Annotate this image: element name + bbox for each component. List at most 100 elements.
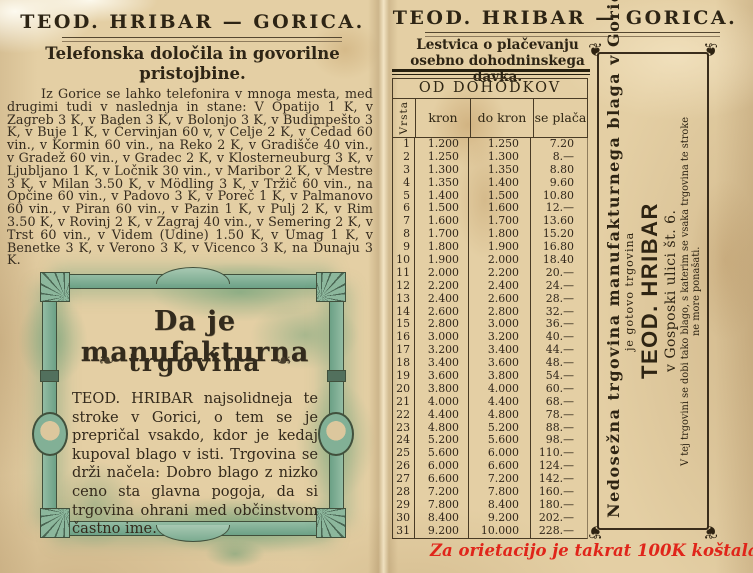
table-cell: 88.— bbox=[545, 420, 574, 434]
table-cell: 27 bbox=[393, 472, 415, 487]
table-row: 6 1.500 1.600 12.— bbox=[393, 202, 587, 216]
table-cell: 6 bbox=[393, 202, 415, 216]
table-cell: 4.800 bbox=[469, 408, 531, 422]
frame-block-ornament bbox=[327, 370, 346, 382]
table-cell: 2.200 bbox=[469, 266, 531, 280]
frame-corner-ornament bbox=[316, 272, 346, 302]
table-cell: 8 bbox=[393, 227, 415, 242]
table-row: 18 3.400 3.600 48.— bbox=[393, 356, 587, 371]
table-cell: 3.000 bbox=[469, 318, 531, 332]
table-cell: 6.600 bbox=[415, 472, 469, 487]
table-cell: 1.700 bbox=[415, 227, 469, 242]
table-cell: 7.800 bbox=[415, 498, 469, 512]
table-cell: 18 bbox=[393, 356, 415, 371]
table-cell: 20.— bbox=[545, 265, 574, 279]
frame-bar-right bbox=[329, 292, 344, 518]
table-cell: 2.000 bbox=[415, 266, 469, 280]
table-cell: 2.000 bbox=[469, 253, 531, 267]
table-cell: 7.800 bbox=[469, 485, 531, 499]
table-row: 12 2.200 2.400 24.— bbox=[393, 279, 587, 293]
ad-body-text: TEOD. HRIBAR najsolidneja te stroke v Go… bbox=[72, 390, 318, 538]
tax-scale-title-line1: Lestvica o plačevanju bbox=[416, 37, 579, 53]
table-cell: 9.200 bbox=[469, 511, 531, 525]
table-cell: 16 bbox=[393, 330, 415, 345]
table-cell: 40.— bbox=[545, 330, 574, 344]
table-cell: 1.600 bbox=[415, 214, 469, 229]
floral-corner-icon: ❦ bbox=[588, 521, 604, 542]
vertical-ad-line2: je gotovo trgovina bbox=[623, 231, 637, 351]
table-cell: 11 bbox=[393, 266, 415, 280]
table-row: 13 2.400 2.600 28.— bbox=[393, 291, 587, 306]
table-row: 9 1.800 1.900 16.80 bbox=[393, 240, 587, 255]
table-cell: 15.20 bbox=[542, 227, 574, 241]
column-header-kron: kron bbox=[416, 99, 471, 137]
table-cell: 10 bbox=[393, 253, 415, 267]
table-cell: 18.40 bbox=[542, 253, 574, 267]
table-cell: 1.800 bbox=[415, 240, 469, 255]
table-cell: 8.— bbox=[552, 149, 574, 163]
table-cell: 13 bbox=[393, 292, 415, 306]
table-cell: 28.— bbox=[545, 291, 574, 305]
table-cell: 110.— bbox=[538, 446, 574, 460]
frame-block-ornament bbox=[40, 370, 59, 382]
table-cell: 4 bbox=[393, 176, 415, 190]
table-row: 27 6.600 7.200 142.— bbox=[393, 472, 587, 487]
table-cell: 228.— bbox=[538, 523, 574, 537]
frame-arch-ornament bbox=[156, 267, 230, 284]
table-cell: 5 bbox=[393, 189, 415, 203]
table-cell: 2.400 bbox=[415, 292, 469, 306]
table-cell: 1.350 bbox=[469, 163, 531, 177]
red-annotation: Za orietacijo je takrat 100K koštala kra… bbox=[430, 541, 753, 560]
table-cell: 2.400 bbox=[469, 279, 531, 293]
table-cell: 4.400 bbox=[469, 395, 531, 409]
table-cell: 142.— bbox=[538, 472, 574, 486]
table-cell: 7 bbox=[393, 214, 415, 229]
floral-corner-icon: ❦ bbox=[702, 40, 718, 61]
header-rule bbox=[62, 37, 342, 42]
flourish-icon: ❧ bbox=[273, 350, 292, 372]
table-cell: 7.200 bbox=[415, 485, 469, 499]
table-cell: 60.— bbox=[545, 381, 574, 395]
table-row: 28 7.200 7.800 160.— bbox=[393, 485, 587, 499]
table-cell: 1.600 bbox=[469, 202, 531, 216]
table-cell: 6.600 bbox=[469, 459, 531, 474]
table-cell: 36.— bbox=[545, 317, 574, 331]
table-cell: 2.200 bbox=[415, 279, 469, 293]
table-row: 23 4.800 5.200 88.— bbox=[393, 420, 587, 435]
table-cell: 3.400 bbox=[469, 343, 531, 358]
table-cell: 19 bbox=[393, 369, 415, 383]
table-cell: 20 bbox=[393, 382, 415, 396]
table-cell: 4.800 bbox=[415, 421, 469, 435]
table-cell: 31 bbox=[393, 524, 415, 538]
table-row: 25 5.600 6.000 110.— bbox=[393, 446, 587, 461]
table-body: 1 1.200 1.250 7.20 2 1.250 1.300 8.— 3 1.300 1.350… bbox=[392, 137, 588, 539]
table-cell: 2 bbox=[393, 150, 415, 164]
table-row: 21 4.000 4.400 68.— bbox=[393, 395, 587, 409]
frame-corner-ornament bbox=[316, 508, 346, 538]
table-row: 20 3.800 4.000 60.— bbox=[393, 381, 587, 396]
table-cell: 1.700 bbox=[469, 214, 531, 229]
table-cell: 23 bbox=[393, 421, 415, 435]
table-cell: 1.200 bbox=[415, 137, 469, 151]
table-cell: 1.300 bbox=[415, 163, 469, 177]
table-cell: 4.000 bbox=[415, 395, 469, 409]
table-cell: 44.— bbox=[545, 343, 574, 357]
table-cell: 12 bbox=[393, 279, 415, 293]
table-cell: 1 bbox=[393, 137, 415, 151]
table-cell: 16.80 bbox=[542, 240, 574, 254]
table-cell: 1.350 bbox=[415, 176, 469, 190]
table-cell: 8.80 bbox=[549, 162, 574, 176]
table-cell: 1.400 bbox=[415, 189, 469, 203]
left-page-header: TEOD. HRIBAR — GORICA. bbox=[20, 11, 365, 33]
table-cell: 1.900 bbox=[415, 253, 469, 267]
frame-corner-ornament bbox=[40, 272, 70, 302]
floral-corner-icon: ❦ bbox=[702, 521, 718, 542]
table-cell: 9 bbox=[393, 240, 415, 255]
table-cell: 1.500 bbox=[469, 189, 531, 203]
tax-scale-title-line2: osebno dohodninskega davka. bbox=[410, 53, 585, 85]
green-smudge bbox=[205, 540, 265, 568]
frame-face-medallion bbox=[32, 412, 68, 456]
table-row: 4 1.350 1.400 9.60 bbox=[393, 176, 587, 190]
title-thick-rule bbox=[392, 69, 590, 75]
